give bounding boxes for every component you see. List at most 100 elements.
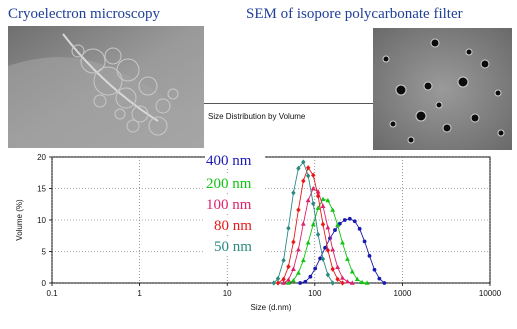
data-point (367, 254, 372, 258)
grid (51, 156, 491, 284)
data-point (286, 225, 291, 231)
data-point (303, 279, 308, 284)
data-point (323, 245, 327, 250)
data-point (291, 277, 296, 283)
data-point (325, 224, 331, 230)
data-point (271, 280, 276, 286)
data-point (382, 281, 387, 285)
x-tick-label: 100 (308, 289, 322, 298)
x-tick-label: 1 (137, 289, 142, 298)
data-point (349, 280, 355, 285)
data-point (330, 207, 336, 212)
y-tick-label: 5 (42, 248, 47, 257)
data-point (320, 221, 326, 228)
data-point (291, 266, 296, 271)
data-point (342, 218, 347, 222)
title-divider (204, 103, 373, 104)
data-point (364, 280, 370, 285)
legend-entry: 80 nm (214, 218, 252, 234)
data-point (281, 280, 286, 285)
series-400-nm (298, 216, 387, 285)
data-point (286, 264, 291, 270)
data-point (301, 178, 306, 184)
legend-entry-bg (205, 216, 265, 233)
data-point (296, 270, 301, 275)
chart-title: Size Distribution by Volume (208, 112, 306, 121)
data-point (310, 221, 316, 227)
data-point (325, 247, 331, 253)
data-point (308, 274, 313, 279)
data-point (372, 267, 377, 272)
data-point (340, 275, 345, 280)
data-point (330, 266, 335, 272)
data-point (377, 276, 382, 281)
series-80-nm (275, 165, 345, 286)
caption-sem-filter: SEM of isopore polycarbonate filter (246, 6, 463, 22)
data-point (315, 193, 321, 199)
x-tick-label: 10000 (479, 289, 502, 298)
data-point (359, 279, 365, 285)
data-point (320, 203, 326, 208)
data-point (296, 247, 301, 252)
series-line (277, 166, 343, 284)
data-point (281, 257, 286, 263)
data-point (300, 221, 306, 226)
data-point (345, 256, 350, 261)
data-point (291, 190, 296, 196)
legend-entry-bg (205, 151, 265, 168)
data-point (335, 222, 340, 227)
legend-entry-bg (205, 195, 265, 212)
data-point (310, 185, 316, 191)
data-point (286, 277, 291, 282)
series-100-nm (281, 185, 355, 285)
data-point (305, 173, 311, 179)
data-point (305, 240, 311, 245)
y-tick-label: 0 (42, 279, 47, 288)
data-point (311, 172, 316, 178)
data-point (305, 165, 311, 171)
y-tick-label: 15 (37, 185, 46, 194)
data-point (347, 216, 352, 221)
x-tick-label: 0.1 (46, 289, 58, 298)
data-point (337, 221, 342, 226)
data-point (349, 269, 355, 274)
data-point (320, 256, 326, 262)
data-point (333, 228, 337, 232)
legend: 400 nm 200 nm 100 nm 80 nm 50 nm (205, 151, 265, 255)
x-axis-label: Size (d.nm) (251, 303, 292, 312)
data-point (286, 280, 291, 285)
sem-filter-image-drawing (373, 28, 512, 150)
data-point (330, 247, 336, 252)
data-point (335, 276, 340, 282)
data-point (352, 219, 357, 224)
data-point (325, 272, 331, 278)
cryo-em-image (8, 26, 204, 148)
data-point (345, 279, 350, 284)
y-tick-label: 20 (37, 153, 46, 162)
data-point (357, 226, 362, 231)
series-200-nm (286, 196, 370, 285)
legend-entry: 400 nm (206, 153, 252, 169)
data-point (315, 231, 321, 238)
caption-cryoelectron-microscopy: Cryoelectron microscopy (8, 6, 161, 22)
data-point (313, 266, 318, 271)
legend-entry-bg (205, 237, 265, 254)
axes: 0.1 1 10 100 1000 10000 0 5 10 15 20 (37, 153, 502, 298)
data-point (298, 281, 303, 285)
legend-entry: 200 nm (206, 176, 252, 192)
cryo-em-image-drawing (8, 26, 204, 148)
data-point (300, 257, 306, 263)
sem-filter-image (373, 28, 512, 150)
data-point (315, 205, 321, 210)
data-point (311, 201, 316, 207)
series-line (299, 218, 385, 284)
legend-entry: 100 nm (206, 197, 252, 213)
data-point (296, 165, 301, 171)
data-point (335, 264, 340, 270)
data-point (325, 197, 331, 203)
data-point (354, 276, 360, 282)
data-point (320, 196, 326, 202)
data-point (301, 159, 306, 165)
data-point (281, 276, 286, 282)
y-tick-label: 10 (37, 216, 46, 225)
